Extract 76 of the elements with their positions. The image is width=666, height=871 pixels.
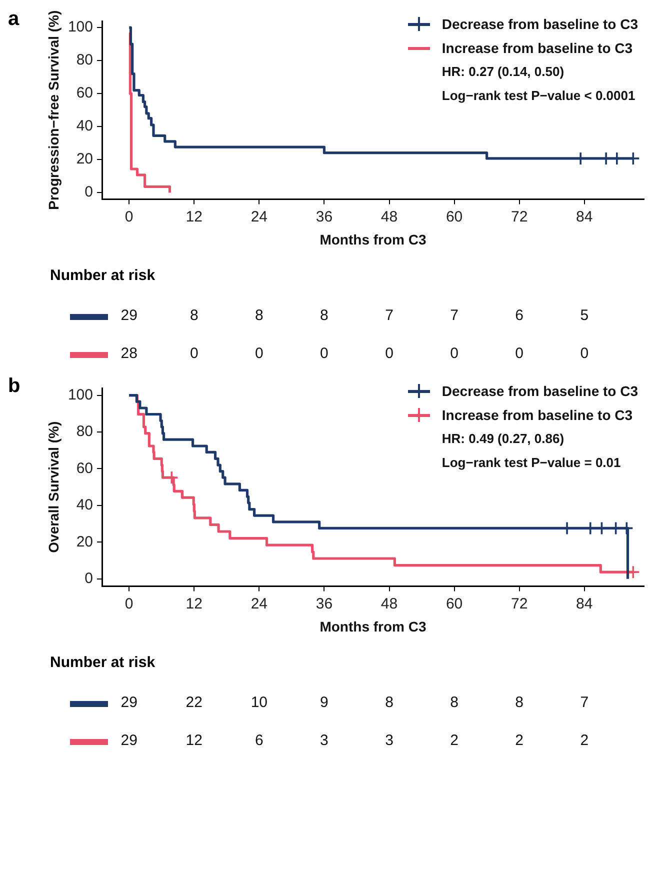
text: 8 [320,307,328,324]
text: 8 [190,307,198,324]
text: 6 [255,732,264,749]
text: 22 [186,694,202,711]
x-tick-label: 48 [380,208,398,226]
y-tick-label: 80 [76,52,93,69]
legend-label: Increase from baseline to C3 [442,40,633,56]
x-tick-label: 48 [380,595,398,612]
annotation: HR: 0.49 (0.27, 0.86) [442,430,566,448]
y-tick-label: 100 [68,18,93,36]
text: 10 [250,694,268,711]
x-tick-label: 72 [510,595,528,612]
text: 2 [515,732,524,749]
y-axis-title: Overall Survival (%) [45,421,62,553]
x-axis-title: Months from C3 [320,618,426,634]
text: 2 [450,732,458,749]
y-tick-label: 20 [76,150,93,168]
text: 5 [580,307,589,324]
x-tick-label: 72 [510,208,528,226]
x-axis-title: Months from C3 [320,231,426,248]
y-tick-label: 80 [76,423,93,440]
text: 8 [385,694,394,711]
legend-label: Decrease from baseline to C3 [442,16,638,32]
text: 8 [450,694,458,711]
text: Number at risk [50,654,156,671]
text: 9 [320,694,328,711]
legend-label: Increase from baseline to C3 [442,407,633,423]
y-tick-label: 0 [84,570,93,587]
text: 7 [450,307,458,324]
annotation: HR: 0.27 (0.14, 0.50) [442,63,566,81]
text: 29 [120,694,138,711]
y-tick-label: 20 [76,533,93,550]
text: 6 [515,307,524,324]
text: 8 [255,307,264,324]
text: Number at risk [50,267,156,284]
text: 0 [580,345,589,362]
y-tick-label: 100 [68,386,93,404]
text: 29 [120,307,138,324]
text: 8 [515,694,524,711]
x-tick-label: 0 [124,208,134,226]
x-tick-label: 12 [186,595,202,612]
text: 7 [385,307,394,324]
x-tick-label: 0 [124,595,134,612]
text: 3 [320,732,328,749]
y-tick-label: 0 [84,184,93,201]
text: 7 [580,694,589,711]
text: 3 [385,732,394,749]
chart-title: a [8,8,20,31]
x-tick-label: 60 [446,595,463,612]
x-tick-label: 84 [576,208,593,226]
text: 0 [450,345,458,362]
x-tick-label: 84 [576,595,593,612]
text: 29 [120,732,138,749]
x-tick-label: 24 [250,595,268,612]
legend-label: Decrease from baseline to C3 [442,383,638,399]
x-tick-label: 36 [316,208,333,226]
y-tick-label: 60 [76,84,93,102]
text: 0 [320,345,328,362]
y-tick-label: 60 [76,460,93,477]
text: 28 [120,345,138,362]
x-tick-label: 12 [186,208,202,226]
text: 12 [186,732,202,749]
y-tick-label: 40 [76,118,93,135]
text: 2 [580,732,589,749]
y-axis-title: Progression−free Survival (%) [45,10,62,210]
text: 0 [515,345,524,362]
text: 0 [385,345,394,362]
text: 0 [255,345,264,362]
annotation: Log−rank test P−value = 0.01 [442,454,622,472]
x-tick-label: 60 [446,208,463,226]
x-tick-label: 24 [250,208,268,226]
chart-title: b [8,375,20,398]
y-tick-label: 40 [76,496,93,514]
x-tick-label: 36 [316,595,333,612]
text: 0 [190,345,198,362]
annotation: Log−rank test P−value < 0.0001 [442,87,636,105]
